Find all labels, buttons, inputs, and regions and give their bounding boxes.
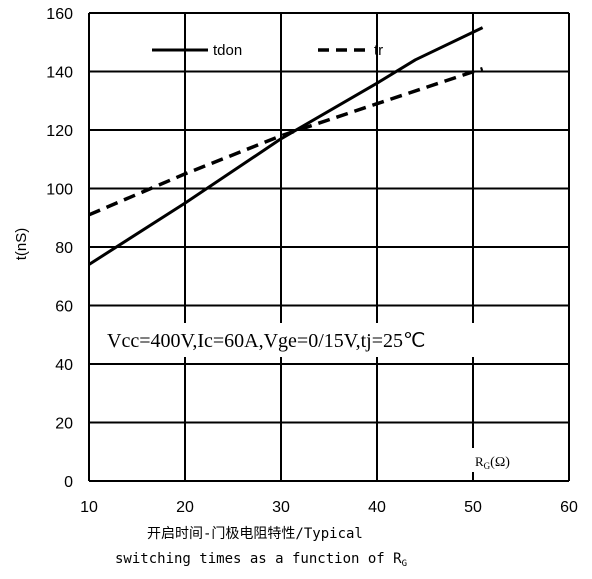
- series-line-tdon: [88, 26, 484, 266]
- caption-line-1: 开启时间-门极电阻特性/Typical: [147, 526, 363, 542]
- x-unit-label: RG(Ω): [444, 448, 568, 472]
- y-tick-label-4: 80: [55, 240, 73, 257]
- caption-line-2: switching times as a function of RG: [115, 551, 407, 569]
- annotation-background: [104, 323, 568, 357]
- x-tick-label-1: 20: [176, 499, 194, 516]
- y-axis-label: t(nS): [13, 228, 30, 261]
- x-tick-label-2: 30: [272, 499, 290, 516]
- x-tick-labels: 10 20 30 40 50 60: [80, 499, 578, 516]
- x-unit-sub-g: G: [484, 461, 491, 471]
- y-tick-labels: 0 20 40 60 80 100 120 140 160: [46, 6, 73, 491]
- y-tick-label-1: 20: [55, 416, 73, 433]
- y-tick-label-8: 160: [46, 6, 73, 23]
- y-tick-label-7: 140: [46, 65, 73, 82]
- x-unit-omega: (Ω): [490, 455, 510, 470]
- legend: tdon tr: [152, 42, 383, 59]
- x-unit-r: R: [475, 454, 484, 469]
- y-tick-label-5: 100: [46, 182, 73, 199]
- conditions-annotation: Vcc=400V,Ic=60A,Vge=0/15V,tj=25℃: [107, 330, 425, 352]
- x-tick-label-4: 50: [464, 499, 482, 516]
- y-tick-label-6: 120: [46, 123, 73, 140]
- x-tick-label-5: 60: [560, 499, 578, 516]
- y-tick-label-3: 60: [55, 299, 73, 316]
- caption-line-2-text: switching times as a function of R: [115, 551, 402, 567]
- y-tick-label-2: 40: [55, 357, 73, 374]
- grid: [88, 12, 570, 482]
- caption-sub-g: G: [402, 559, 407, 569]
- y-tick-label-0: 0: [64, 474, 73, 491]
- legend-label-tdon: tdon: [213, 42, 242, 59]
- series-line-tr: [88, 66, 484, 217]
- series-lines: [88, 26, 484, 266]
- x-tick-label-3: 40: [368, 499, 386, 516]
- svg-text:RG(Ω): RG(Ω): [475, 454, 510, 471]
- x-tick-label-0: 10: [80, 499, 98, 516]
- x-unit-label-background: [444, 448, 568, 472]
- legend-label-tr: tr: [374, 42, 383, 59]
